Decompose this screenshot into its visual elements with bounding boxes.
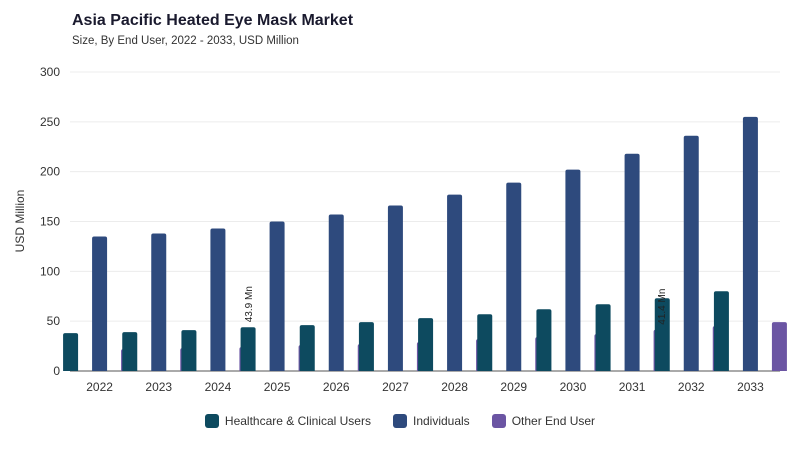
bar-individuals-2023 — [151, 233, 167, 371]
bar-individuals-2030 — [565, 169, 581, 371]
bar-healthcare-2030 — [536, 309, 552, 371]
bar-individuals-2028 — [447, 194, 463, 371]
y-tick-label: 0 — [53, 364, 60, 378]
annotations: 43.9 Mn 41.4 Mn — [244, 286, 668, 325]
bar-healthcare-2031 — [595, 304, 611, 371]
y-axis-label: USD Million — [13, 190, 27, 253]
bars — [63, 116, 787, 371]
legend: Healthcare & Clinical Users Individuals … — [0, 414, 800, 428]
bar-healthcare-2025 — [240, 327, 256, 371]
axes: 0 50 100 150 200 250 300 2022 2023 2024 2025 2026 20… — [40, 65, 780, 394]
data-label-annotation: 43.9 Mn — [244, 286, 255, 322]
y-tick-label: 50 — [47, 314, 61, 328]
bar-healthcare-2033 — [713, 291, 729, 371]
x-tick-label: 2029 — [500, 380, 527, 394]
bar-individuals-2022 — [92, 236, 108, 371]
x-tick-label: 2024 — [205, 380, 232, 394]
grid-lines — [70, 71, 780, 322]
x-tick-label: 2025 — [264, 380, 291, 394]
bar-individuals-2032 — [683, 135, 699, 371]
x-tick-label: 2023 — [145, 380, 172, 394]
bar-individuals-2031 — [624, 153, 640, 371]
x-tick-label: 2030 — [560, 380, 587, 394]
chart-title: Asia Pacific Heated Eye Mask Market — [72, 12, 354, 29]
legend-label-healthcare: Healthcare & Clinical Users — [224, 414, 371, 428]
x-tick-label: 2027 — [382, 380, 409, 394]
data-label-annotation: 41.4 Mn — [657, 289, 668, 325]
legend-swatch-healthcare — [204, 414, 219, 428]
x-tick-label: 2031 — [619, 380, 646, 394]
bar-healthcare-2027 — [358, 322, 374, 371]
bar-individuals-2029 — [506, 182, 522, 371]
bar-individuals-2025 — [269, 221, 285, 371]
x-tick-label: 2026 — [323, 380, 350, 394]
bar-healthcare-2032 — [654, 298, 670, 371]
bar-individuals-2027 — [387, 205, 403, 371]
bar-individuals-2024 — [210, 228, 226, 371]
bar-healthcare-2028 — [418, 318, 434, 371]
legend-swatch-individuals — [392, 414, 407, 428]
x-tick-label: 2022 — [86, 380, 113, 394]
legend-item-individuals: Individuals — [392, 414, 470, 428]
bar-individuals-2026 — [328, 214, 344, 371]
y-tick-label: 200 — [40, 165, 60, 179]
y-tick-label: 250 — [40, 115, 60, 129]
bar-healthcare-2026 — [299, 325, 315, 371]
bar-individuals-2033 — [742, 116, 758, 371]
bar-healthcare-2024 — [181, 330, 197, 371]
bar-healthcare-2023 — [122, 332, 138, 371]
legend-item-other: Other End User — [491, 414, 596, 428]
y-tick-label: 300 — [40, 65, 60, 79]
x-tick-label: 2032 — [678, 380, 705, 394]
x-tick-label: 2028 — [441, 380, 468, 394]
legend-label-individuals: Individuals — [412, 414, 470, 428]
y-tick-label: 100 — [40, 264, 60, 278]
y-tick-label: 150 — [40, 215, 60, 229]
bar-other-2033 — [771, 322, 787, 371]
x-tick-label: 2033 — [737, 380, 764, 394]
chart-subtitle: Size, By End User, 2022 - 2033, USD Mill… — [72, 35, 299, 47]
legend-swatch-other — [491, 414, 506, 428]
bar-healthcare-2029 — [477, 314, 493, 371]
legend-item-healthcare: Healthcare & Clinical Users — [204, 414, 371, 428]
legend-label-other: Other End User — [511, 414, 596, 428]
bar-healthcare-2022 — [63, 333, 79, 371]
